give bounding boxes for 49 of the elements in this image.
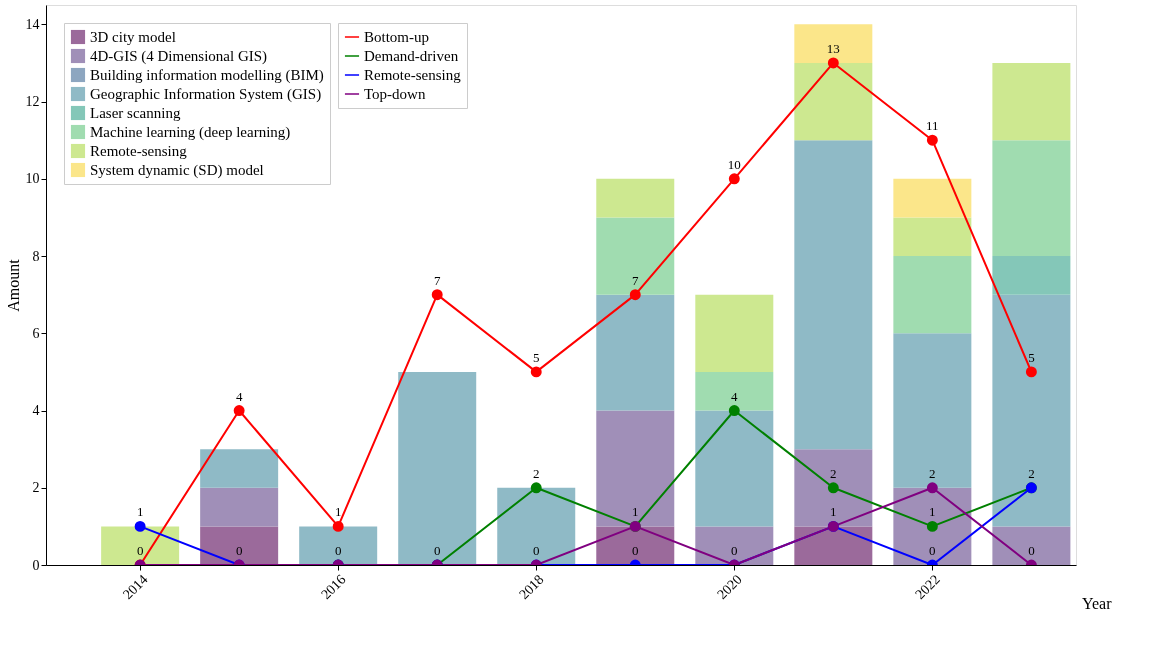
data-label: 1: [632, 504, 639, 520]
data-label: 1: [830, 504, 837, 520]
y-tick-label: 8: [32, 248, 40, 264]
legend-label: Machine learning (deep learning): [90, 124, 291, 141]
y-tick-label: 10: [25, 171, 40, 187]
y-tick-label: 14: [25, 16, 40, 32]
legend-label: Building information modelling (BIM): [90, 67, 324, 84]
y-tick-label: 0: [32, 557, 40, 573]
y-axis-title: Amount: [4, 258, 22, 312]
data-label: 2: [929, 465, 936, 481]
data-label: 4: [235, 388, 243, 404]
y-tick-label: 12: [25, 94, 40, 110]
data-label: 0: [1028, 543, 1035, 558]
data-label: 5: [532, 349, 540, 365]
legend-label: 4D-GIS (4 Dimensional GIS): [90, 48, 268, 65]
legend-label: Remote-sensing: [364, 67, 462, 83]
data-label: 0: [334, 543, 342, 558]
legend-label: System dynamic (SD) model: [90, 162, 264, 179]
data-label: 1: [929, 504, 936, 520]
data-label: 7: [433, 272, 441, 288]
y-tick-label: 6: [32, 325, 40, 341]
legend-label: Demand-driven: [364, 48, 459, 64]
y-tick-label: 4: [32, 403, 40, 419]
legend-label: Bottom-up: [364, 29, 430, 45]
x-axis-title: Year: [1082, 594, 1113, 612]
data-label: 0: [632, 543, 639, 558]
legend-label: Top-down: [364, 86, 426, 102]
data-label: 0: [235, 543, 243, 558]
legend-label: Laser scanning: [90, 105, 181, 121]
data-label: 0: [731, 543, 738, 558]
data-label: 1: [334, 504, 342, 520]
data-label: 2: [532, 465, 540, 481]
data-label: 13: [826, 40, 840, 56]
data-label: 2: [830, 465, 837, 481]
data-label: 1: [136, 504, 144, 520]
data-label: 7: [632, 272, 640, 288]
data-label: 0: [433, 543, 441, 558]
y-tick-label: 2: [32, 480, 40, 496]
data-label: 10: [727, 156, 741, 172]
data-label: 5: [1028, 349, 1035, 365]
legend-label: 3D city model: [90, 29, 176, 45]
data-label: 0: [532, 543, 540, 558]
data-label: 0: [929, 543, 936, 558]
data-label: 2: [1028, 465, 1035, 481]
data-label: 0: [136, 543, 144, 558]
data-label: 11: [926, 118, 939, 134]
legend-label: Geographic Information System (GIS): [90, 86, 322, 103]
data-label: 4: [731, 388, 739, 404]
legend-label: Remote-sensing: [90, 143, 188, 159]
